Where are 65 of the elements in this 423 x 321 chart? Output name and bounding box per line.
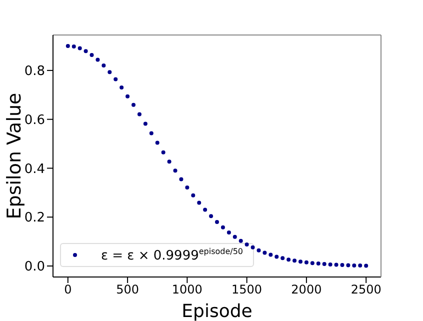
point (310, 261, 314, 266)
x-tick-label: 500 (116, 282, 139, 297)
y-tick-label: 0.8 (24, 64, 45, 80)
x-tick-label: 0 (64, 282, 72, 297)
point (203, 208, 208, 212)
point (191, 193, 196, 198)
y-tick-label: 0.0 (24, 260, 45, 275)
point (220, 225, 225, 230)
point (96, 58, 100, 62)
point (215, 220, 219, 224)
point (90, 53, 94, 58)
point (155, 140, 160, 145)
point (179, 177, 184, 182)
x-tick-label: 1000 (172, 282, 202, 297)
y-axis-title: Epsilon Value (4, 92, 26, 220)
point (185, 186, 190, 190)
point (78, 46, 82, 50)
point (102, 64, 106, 68)
point (161, 150, 166, 154)
y-tick-label: 0.6 (24, 112, 45, 128)
legend-label: ε = ε × 0.9999$^{episode/50}$ (101, 247, 244, 264)
point (137, 112, 142, 116)
point (84, 49, 88, 54)
x-tick-label: 2500 (350, 282, 382, 297)
point (173, 168, 178, 173)
y-tick-label: 0.4 (24, 162, 45, 177)
point (322, 262, 326, 266)
point (167, 160, 172, 164)
point (149, 131, 154, 136)
point (268, 252, 273, 257)
point (197, 200, 202, 205)
point (108, 70, 112, 74)
point (298, 260, 302, 264)
point (126, 94, 130, 98)
point (334, 262, 338, 267)
point (114, 77, 118, 82)
point (316, 262, 320, 266)
point (244, 242, 249, 246)
point (280, 256, 285, 260)
point (286, 258, 291, 262)
x-tick-label: 2000 (291, 282, 322, 297)
point (256, 248, 261, 252)
point (143, 122, 148, 126)
y-tick-label: 0.2 (24, 210, 45, 226)
point (346, 263, 350, 268)
point (274, 254, 279, 259)
point (352, 264, 356, 268)
point (232, 234, 237, 239)
point (209, 214, 214, 218)
point (72, 44, 76, 48)
point (304, 260, 308, 264)
point (340, 263, 344, 268)
point (364, 264, 368, 268)
point (262, 250, 267, 255)
x-axis-title: Episode (182, 301, 252, 321)
point (226, 230, 231, 235)
point (132, 102, 136, 107)
point (250, 245, 255, 250)
point (358, 264, 362, 268)
point (120, 86, 124, 90)
point (238, 238, 243, 243)
point (66, 44, 70, 48)
point (328, 262, 332, 267)
point (292, 258, 297, 263)
x-tick-label: 1500 (232, 282, 262, 297)
